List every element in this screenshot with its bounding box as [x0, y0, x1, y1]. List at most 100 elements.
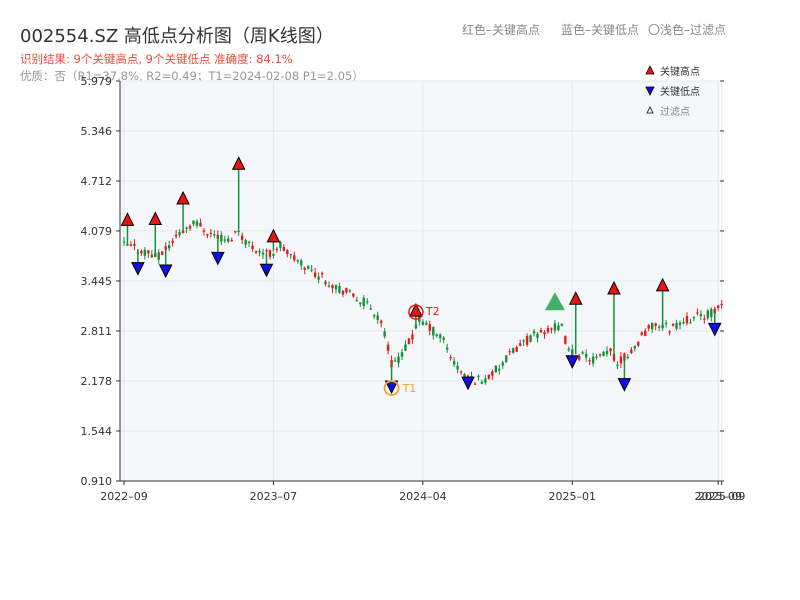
candle-body	[338, 285, 341, 293]
candle-body	[397, 356, 400, 363]
candle-body	[432, 327, 435, 336]
candle-body	[508, 351, 511, 353]
key-low-marker	[617, 378, 632, 392]
candle-body	[306, 266, 310, 269]
candle-body	[484, 378, 487, 383]
candle-body	[550, 328, 553, 330]
candle-body	[199, 222, 202, 227]
candle-body	[244, 239, 247, 245]
header-legend-blue: 蓝色–关键低点	[561, 23, 640, 37]
candle-body	[494, 365, 498, 373]
candle-body	[129, 244, 133, 246]
candle-body	[234, 231, 237, 233]
candle-body	[428, 324, 431, 331]
candle-body	[174, 234, 178, 237]
candle-body	[195, 221, 199, 226]
key-low-marker	[707, 322, 722, 337]
candle-body	[366, 301, 369, 303]
candle-body	[720, 303, 723, 306]
candle-body	[352, 293, 355, 297]
candle-body	[282, 247, 286, 251]
candle-body	[505, 355, 508, 362]
candle-body	[595, 356, 598, 358]
candle-body	[265, 250, 268, 252]
candle-body	[320, 272, 324, 275]
candle-body	[223, 239, 226, 241]
candle-body	[647, 325, 650, 329]
key-high-marker	[176, 190, 190, 205]
candle-body	[202, 230, 206, 232]
candle-body	[310, 269, 313, 271]
candle-body	[240, 235, 244, 240]
candle-body	[188, 226, 192, 229]
candle-body	[567, 348, 570, 351]
candle-body	[456, 365, 459, 370]
x-tick-label: 2024–04	[399, 490, 447, 503]
candle-body	[640, 332, 643, 335]
candle-body	[675, 322, 678, 329]
candle-body	[400, 352, 404, 357]
candle-body	[442, 337, 445, 340]
candle-body	[616, 364, 619, 366]
candle-body	[564, 336, 567, 344]
annotation-label: T1	[402, 382, 417, 395]
key-high-marker	[266, 228, 281, 243]
candle-body	[237, 230, 240, 233]
candle-body	[206, 234, 209, 236]
candle-body	[404, 344, 407, 351]
candle-body	[515, 347, 518, 352]
candle-body	[657, 326, 661, 328]
candle-body	[633, 345, 637, 349]
chart-title: 002554.SZ 高低点分析图（周K线图）	[20, 26, 334, 47]
candle-body	[220, 234, 223, 242]
candle-body	[529, 335, 532, 342]
candle-body	[619, 356, 623, 364]
candle-body	[300, 260, 303, 266]
candle-body	[539, 329, 543, 333]
candle-body	[571, 349, 574, 355]
candle-body	[605, 350, 609, 355]
candle-body	[209, 232, 213, 234]
candle-body	[348, 290, 352, 292]
candle-body	[525, 336, 529, 345]
candle-body	[626, 356, 630, 359]
candle-body	[303, 268, 306, 270]
legend: 关键高点 关键低点 过滤点	[645, 65, 700, 118]
candle-body	[439, 334, 442, 339]
candle-body	[369, 308, 372, 310]
candle-body	[251, 245, 254, 249]
candle-body	[147, 250, 150, 254]
key-low-marker	[158, 264, 173, 279]
candle-body	[498, 368, 501, 371]
candle-body	[327, 285, 331, 287]
candle-body	[473, 383, 477, 385]
candle-body	[661, 324, 664, 329]
candle-body	[150, 254, 153, 258]
candle-body	[696, 312, 699, 314]
legend-filtered-marker	[646, 106, 654, 114]
candle-body	[435, 334, 438, 336]
candle-body	[501, 362, 504, 366]
key-high-marker	[409, 302, 423, 317]
candle-body	[261, 252, 265, 255]
candle-body	[546, 327, 550, 333]
y-tick-label: 4.712	[81, 175, 113, 188]
annotation-ring	[383, 380, 400, 396]
candle-body	[522, 340, 525, 342]
y-tick-label: 5.346	[81, 125, 113, 138]
candle-body	[383, 331, 386, 337]
candle-body	[313, 272, 317, 277]
key-high-marker	[568, 291, 583, 305]
candle-body	[553, 323, 557, 331]
candle-body	[487, 374, 491, 379]
candle-body	[181, 230, 185, 234]
candle-body	[258, 250, 261, 253]
candle-body	[706, 310, 709, 319]
key-low-marker	[259, 263, 274, 278]
header-legend-light: 〇浅色–过滤点	[648, 23, 727, 37]
annotation-label: T2	[425, 305, 440, 318]
candle-body	[654, 323, 657, 327]
candle-body	[386, 344, 390, 351]
candle-body	[247, 241, 251, 243]
candle-body	[452, 361, 456, 365]
